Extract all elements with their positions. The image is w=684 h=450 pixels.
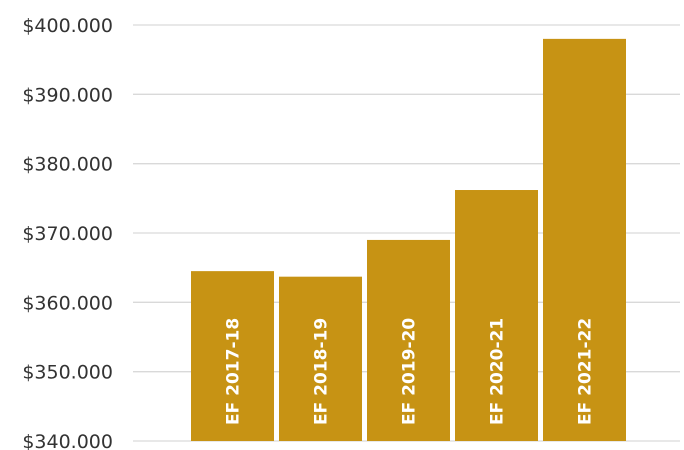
y-tick-label: $370.000	[22, 223, 113, 245]
y-tick-label: $360.000	[22, 292, 113, 314]
bar	[543, 38, 626, 441]
y-tick-label: $400.000	[22, 15, 113, 37]
y-tick-label: $340.000	[22, 431, 113, 450]
y-axis: $340.000 $350.000 $360.000 $370.000 $380.000…	[22, 15, 113, 450]
bar	[455, 190, 538, 441]
bar	[279, 276, 362, 441]
bar-category-label: EF 2021-22	[576, 318, 596, 425]
y-tick-label: $350.000	[22, 362, 113, 384]
bars: EF 2017-18 EF 2018-19 EF 2019-20 EF 2020-21…	[191, 38, 626, 441]
y-tick-label: $380.000	[22, 154, 113, 176]
bar-category-label: EF 2018-19	[312, 318, 332, 425]
bar-category-label: EF 2020-21	[488, 318, 508, 425]
bar	[367, 239, 450, 441]
bar-category-label: EF 2019-20	[400, 318, 420, 425]
bar	[191, 271, 274, 441]
y-tick-label: $390.000	[22, 84, 113, 106]
bar-category-label: EF 2017-18	[224, 318, 244, 425]
